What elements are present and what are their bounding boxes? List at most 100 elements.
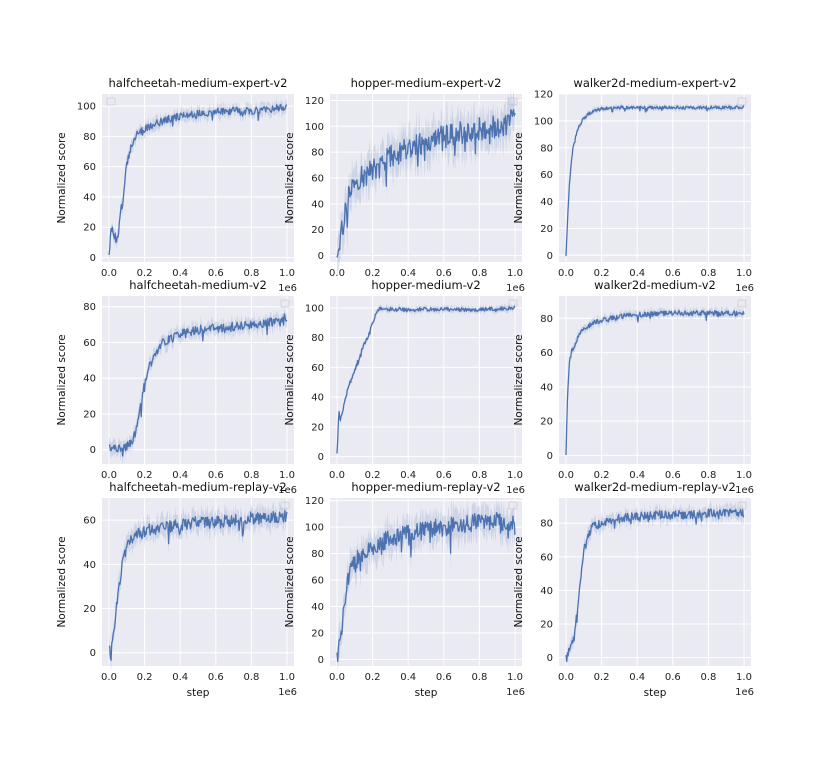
panel-title: walker2d-medium-v2 bbox=[594, 278, 716, 292]
y-tick-label: 100 bbox=[77, 102, 96, 113]
x-scale-label: 1e6 bbox=[506, 283, 525, 294]
y-tick-label: 80 bbox=[83, 302, 96, 313]
x-scale-label: 1e6 bbox=[278, 687, 297, 698]
series-line bbox=[336, 109, 516, 258]
x-tick-label: 0.8 bbox=[700, 268, 716, 279]
y-tick-label: 120 bbox=[305, 96, 324, 107]
confidence-band bbox=[109, 96, 287, 262]
y-tick-label: 20 bbox=[83, 409, 96, 420]
y-tick-label: 20 bbox=[83, 604, 96, 615]
y-axis-label: Normalized score bbox=[513, 334, 525, 425]
x-tick-label: 0.2 bbox=[365, 470, 381, 481]
x-scale-label: 1e6 bbox=[506, 687, 525, 698]
legend-box bbox=[737, 501, 747, 510]
y-tick-label: 60 bbox=[540, 348, 553, 359]
x-tick-label: 0.8 bbox=[700, 470, 716, 481]
plot-area bbox=[330, 296, 522, 464]
y-axis-label: Normalized score bbox=[513, 536, 525, 627]
chart-panel: 0 20 40 60 80 0.0 0.2 0.4 0.6 0.8 1.0 walker2d-medi… bbox=[513, 480, 754, 699]
y-tick-label: 20 bbox=[311, 225, 324, 236]
y-tick-label: 60 bbox=[83, 516, 96, 527]
x-tick-label: 0.2 bbox=[137, 268, 153, 279]
y-tick-label: 40 bbox=[311, 393, 324, 404]
x-tick-label: 1.0 bbox=[736, 470, 752, 481]
x-tick-label: 0.6 bbox=[436, 470, 452, 481]
y-tick-label: 120 bbox=[534, 90, 553, 101]
y-tick-label: 60 bbox=[311, 576, 324, 587]
y-tick-label: 20 bbox=[311, 422, 324, 433]
series-line bbox=[108, 510, 288, 661]
y-tick-label: 60 bbox=[83, 162, 96, 173]
panel-title: walker2d-medium-expert-v2 bbox=[573, 76, 736, 90]
y-tick-label: 80 bbox=[311, 148, 324, 159]
x-tick-label: 0.0 bbox=[101, 470, 117, 481]
x-scale-label: 1e6 bbox=[735, 687, 754, 698]
x-tick-label: 0.0 bbox=[329, 470, 345, 481]
x-tick-label: 0.4 bbox=[172, 470, 188, 481]
x-tick-label: 0.6 bbox=[665, 268, 681, 279]
x-tick-label: 0.4 bbox=[629, 470, 645, 481]
legend-box bbox=[508, 501, 518, 510]
y-tick-label: 0 bbox=[90, 445, 96, 456]
x-tick-label: 0.0 bbox=[558, 672, 574, 683]
y-tick-label: 100 bbox=[534, 116, 553, 127]
x-tick-label: 0.6 bbox=[436, 672, 452, 683]
y-tick-label: 60 bbox=[540, 552, 553, 563]
y-tick-label: 40 bbox=[83, 374, 96, 385]
y-tick-label: 40 bbox=[83, 192, 96, 203]
x-tick-label: 0.0 bbox=[558, 268, 574, 279]
x-tick-label: 0.8 bbox=[700, 672, 716, 683]
x-tick-label: 0.2 bbox=[137, 672, 153, 683]
y-tick-label: 40 bbox=[311, 602, 324, 613]
x-tick-label: 0.6 bbox=[208, 268, 224, 279]
y-tick-label: 0 bbox=[90, 648, 96, 659]
y-axis-label: Normalized score bbox=[284, 536, 296, 627]
legend-box bbox=[737, 299, 747, 308]
y-tick-label: 40 bbox=[83, 560, 96, 571]
y-tick-label: 40 bbox=[311, 199, 324, 210]
y-tick-label: 40 bbox=[540, 586, 553, 597]
y-tick-label: 0 bbox=[318, 251, 324, 262]
chart-panel: 0 20 40 60 80 100 0.0 0.2 0.4 0.6 0.8 1.0 halfcheeta… bbox=[56, 76, 297, 294]
plot-area bbox=[559, 94, 751, 262]
series-line bbox=[108, 313, 288, 457]
y-tick-label: 20 bbox=[540, 224, 553, 235]
x-tick-label: 1.0 bbox=[279, 470, 295, 481]
x-tick-label: 0.8 bbox=[471, 672, 487, 683]
series-line bbox=[565, 309, 745, 456]
series-line bbox=[565, 508, 745, 663]
y-tick-label: 0 bbox=[547, 653, 553, 664]
y-tick-label: 100 bbox=[305, 523, 324, 534]
panel-title: halfcheetah-medium-v2 bbox=[129, 278, 267, 292]
x-tick-label: 0.8 bbox=[243, 672, 259, 683]
x-scale-label: 1e6 bbox=[735, 283, 754, 294]
legend-box bbox=[508, 299, 518, 308]
plot-area bbox=[102, 94, 294, 262]
x-tick-label: 0.2 bbox=[594, 268, 610, 279]
confidence-band bbox=[566, 500, 744, 665]
x-tick-label: 1.0 bbox=[279, 672, 295, 683]
x-tick-label: 1.0 bbox=[507, 470, 523, 481]
x-tick-label: 1.0 bbox=[507, 672, 523, 683]
y-axis-label: Normalized score bbox=[56, 536, 68, 627]
y-tick-label: 60 bbox=[540, 170, 553, 181]
x-scale-label: 1e6 bbox=[278, 485, 297, 496]
panel-title: walker2d-medium-replay-v2 bbox=[574, 480, 736, 494]
x-tick-label: 0.4 bbox=[400, 470, 416, 481]
x-tick-label: 0.2 bbox=[594, 672, 610, 683]
y-tick-label: 20 bbox=[83, 223, 96, 234]
y-tick-label: 40 bbox=[540, 382, 553, 393]
panel-title: halfcheetah-medium-replay-v2 bbox=[109, 480, 286, 494]
x-tick-label: 0.8 bbox=[243, 268, 259, 279]
x-tick-label: 0.2 bbox=[365, 268, 381, 279]
y-tick-label: 80 bbox=[83, 132, 96, 143]
x-tick-label: 0.4 bbox=[400, 268, 416, 279]
y-tick-label: 0 bbox=[547, 451, 553, 462]
x-tick-label: 0.0 bbox=[329, 672, 345, 683]
y-tick-label: 80 bbox=[311, 333, 324, 344]
x-tick-label: 1.0 bbox=[279, 268, 295, 279]
x-tick-label: 0.8 bbox=[471, 470, 487, 481]
chart-panel: 0 20 40 60 0.0 0.2 0.4 0.6 0.8 1.0 halfcheetah-med… bbox=[56, 480, 297, 699]
